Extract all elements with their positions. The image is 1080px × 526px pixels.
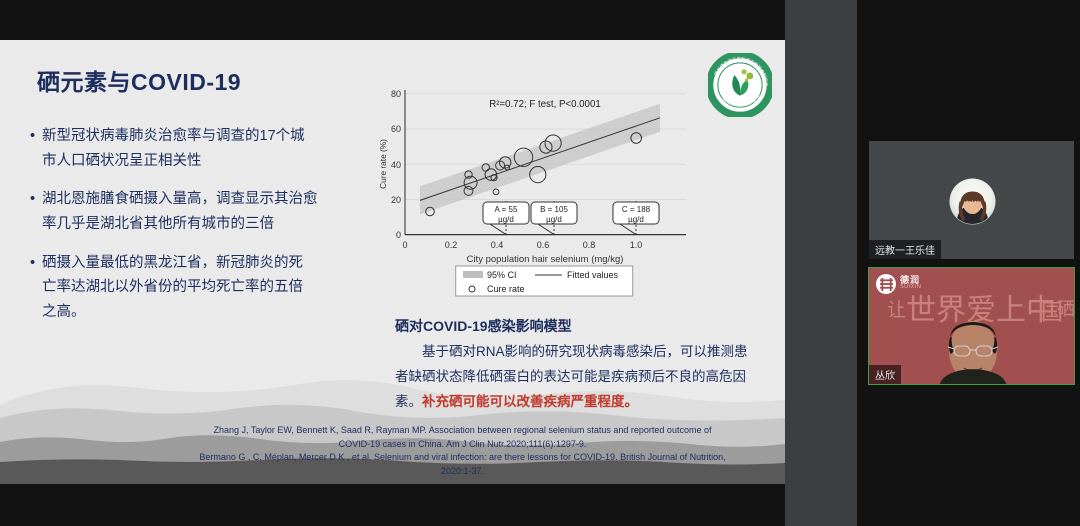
svg-text:1.0: 1.0 (630, 240, 643, 250)
svg-text:0.2: 0.2 (445, 240, 458, 250)
svg-text:20: 20 (391, 195, 401, 205)
svg-text:0.4: 0.4 (491, 240, 504, 250)
svg-text:µg/d: µg/d (546, 215, 562, 224)
svg-text:Cure rate: Cure rate (487, 284, 525, 294)
svg-text:C = 188: C = 188 (622, 205, 651, 214)
svg-text:R²=0.72; F test, P<0.0001: R²=0.72; F test, P<0.0001 (489, 99, 600, 110)
svg-text:0.8: 0.8 (583, 240, 596, 250)
svg-text:40: 40 (391, 160, 401, 170)
svg-text:Fitted values: Fitted values (567, 270, 619, 280)
svg-text:0: 0 (402, 240, 407, 250)
svg-text:Cure rate (%): Cure rate (%) (378, 139, 388, 189)
svg-text:µg/d: µg/d (498, 215, 514, 224)
svg-text:0: 0 (396, 230, 401, 240)
svg-text:80: 80 (391, 89, 401, 99)
svg-text:让: 让 (887, 299, 906, 321)
svg-text:A = 55: A = 55 (495, 205, 518, 214)
svg-text:City population hair selenium: City population hair selenium (mg/kg) (467, 254, 624, 265)
svg-text:95% CI: 95% CI (487, 270, 517, 280)
svg-text:B = 105: B = 105 (540, 205, 568, 214)
svg-text:0.6: 0.6 (537, 240, 550, 250)
svg-text:硒: 硒 (1057, 299, 1075, 319)
svg-text:µg/d: µg/d (628, 215, 644, 224)
svg-text:60: 60 (391, 124, 401, 134)
